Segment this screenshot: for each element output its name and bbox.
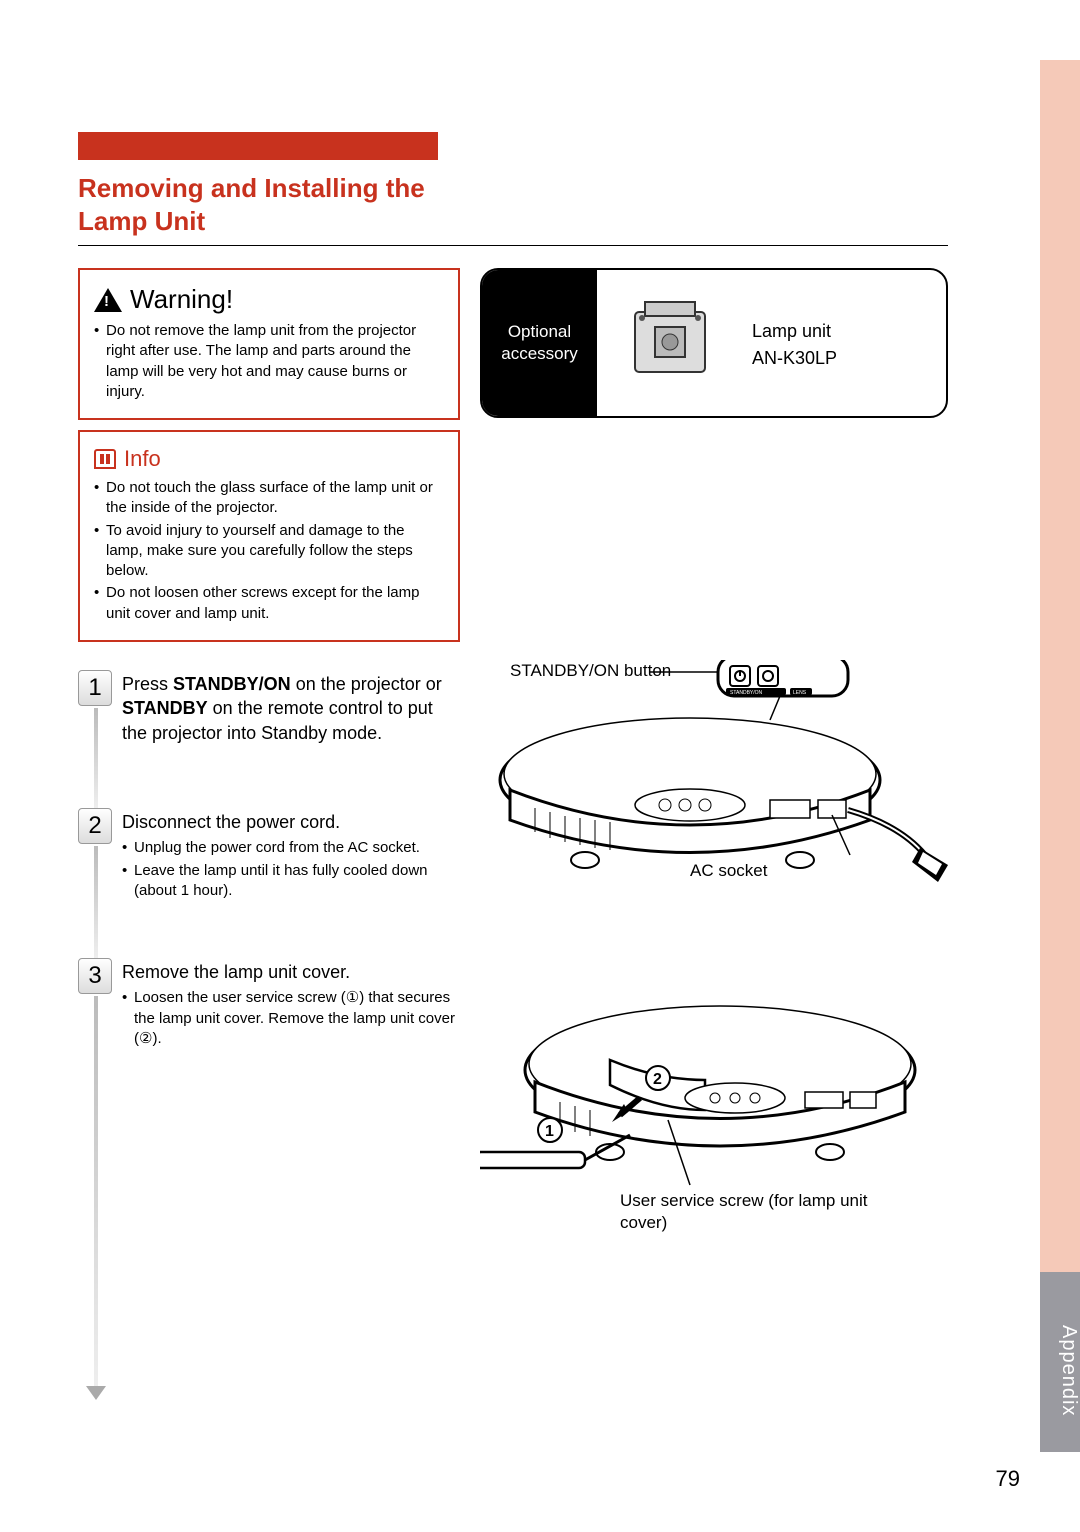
accessory-name: Lamp unit: [752, 321, 831, 341]
step-number: 1: [78, 670, 112, 706]
service-screw-label: User service screw (for lamp unit cover): [620, 1190, 880, 1234]
step-3: 3 Remove the lamp unit cover. Loosen the…: [78, 960, 460, 1051]
info-icon: [94, 449, 116, 469]
warning-icon: [94, 288, 122, 312]
lamp-unit-icon: [620, 292, 720, 392]
accessory-text: Lamp unit AN-K30LP: [752, 318, 837, 372]
side-tab: [1040, 60, 1080, 1420]
warning-heading: Warning!: [94, 284, 444, 315]
step-1: 1 Press STANDBY/ON on the projector or S…: [78, 672, 460, 745]
step-1-text: Press STANDBY/ON on the projector or STA…: [78, 672, 460, 745]
step-bold: STANDBY/ON: [173, 674, 291, 694]
step-3-title: Remove the lamp unit cover.: [78, 960, 460, 984]
step-sub-item: Loosen the user service screw (①) that s…: [122, 988, 460, 1049]
ac-socket-label: AC socket: [690, 860, 767, 882]
step-2-sublist: Unplug the power cord from the AC socket…: [78, 838, 460, 901]
step-sub-item: Unplug the power cord from the AC socket…: [122, 838, 460, 858]
step-bold: STANDBY: [122, 698, 208, 718]
svg-text:2: 2: [653, 1071, 662, 1088]
info-heading: Info: [94, 446, 444, 472]
divider: [78, 245, 948, 246]
info-item: Do not touch the glass surface of the la…: [94, 478, 444, 519]
warning-heading-text: Warning!: [130, 284, 233, 315]
title-bar: [78, 132, 438, 160]
step-connector: [94, 996, 98, 1386]
info-item: To avoid injury to yourself and damage t…: [94, 521, 444, 582]
diagram-screw: 2 1 User service screw (for lamp unit co…: [480, 960, 950, 1260]
page-number: 79: [996, 1466, 1020, 1492]
warning-box: Warning! Do not remove the lamp unit fro…: [78, 268, 460, 420]
step-text: Press: [122, 674, 173, 694]
step-3-sublist: Loosen the user service screw (①) that s…: [78, 988, 460, 1049]
svg-text:1: 1: [545, 1123, 554, 1140]
projector-cover-diagram: 2 1: [480, 960, 950, 1220]
step-2-title: Disconnect the power cord.: [78, 810, 460, 834]
step-number: 2: [78, 808, 112, 844]
step-2: 2 Disconnect the power cord. Unplug the …: [78, 810, 460, 903]
step-number: 3: [78, 958, 112, 994]
svg-text:LENS: LENS: [793, 690, 807, 696]
diagram-standby: STANDBY/ON button STANDBY/ON LENS: [480, 660, 950, 900]
arrow-down-icon: [86, 1386, 106, 1400]
step-sub-item: Leave the lamp until it has fully cooled…: [122, 861, 460, 902]
info-item: Do not loosen other screws except for th…: [94, 583, 444, 624]
accessory-model: AN-K30LP: [752, 348, 837, 368]
info-list: Do not touch the glass surface of the la…: [94, 478, 444, 624]
warning-item: Do not remove the lamp unit from the pro…: [94, 321, 444, 402]
appendix-label: Appendix: [1040, 1272, 1080, 1452]
info-box: Info Do not touch the glass surface of t…: [78, 430, 460, 642]
svg-text:STANDBY/ON: STANDBY/ON: [730, 690, 763, 696]
warning-list: Do not remove the lamp unit from the pro…: [94, 321, 444, 402]
accessory-box: Optional accessory Lamp unit AN-K30LP: [480, 268, 948, 418]
section-title: Removing and Installing the Lamp Unit: [78, 172, 458, 237]
info-heading-text: Info: [124, 446, 161, 472]
standby-button-label: STANDBY/ON button: [510, 660, 671, 682]
accessory-left-label: Optional accessory: [482, 270, 597, 416]
step-text: on the projector or: [291, 674, 442, 694]
